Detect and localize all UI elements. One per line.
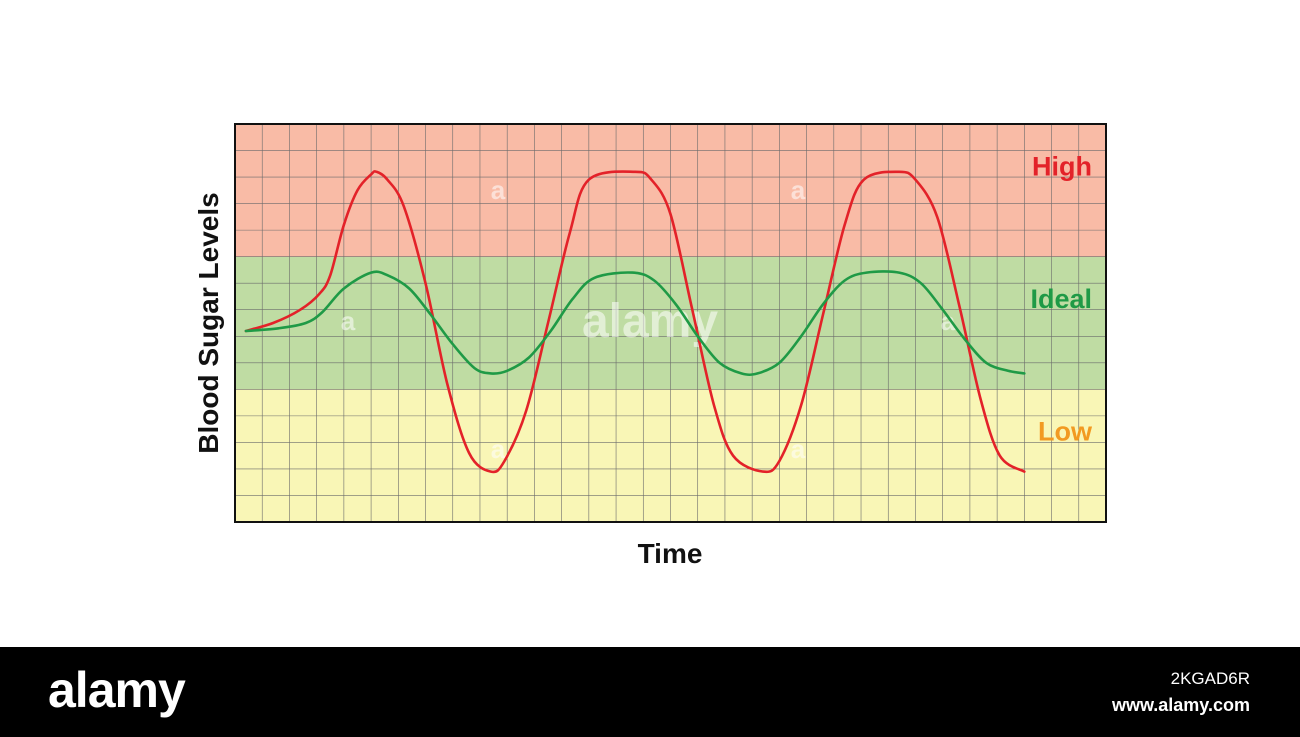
footer-bar: alamy 2KGAD6R www.alamy.com	[0, 647, 1300, 737]
footer-image-id: 2KGAD6R	[1170, 669, 1250, 688]
watermark-small: a	[341, 306, 356, 336]
series	[244, 170, 1026, 474]
series-line-2	[244, 270, 1026, 377]
zone-label-high: High	[1032, 151, 1092, 181]
y-axis-label: Blood Sugar Levels	[193, 192, 224, 453]
zone-label-low: Low	[1038, 417, 1093, 447]
watermark-small: a	[791, 434, 806, 464]
watermark-small: a	[791, 175, 806, 205]
watermark-small: a	[491, 175, 506, 205]
footer-url: www.alamy.com	[1111, 695, 1250, 715]
x-axis-label: Time	[638, 538, 703, 569]
zone-labels: High Ideal Low	[1030, 151, 1093, 446]
watermark-small: a	[491, 434, 506, 464]
footer-logo: alamy	[48, 662, 186, 718]
zone-label-ideal: Ideal	[1030, 284, 1092, 314]
plot-border	[234, 123, 1107, 523]
series-line-1	[244, 170, 1026, 474]
